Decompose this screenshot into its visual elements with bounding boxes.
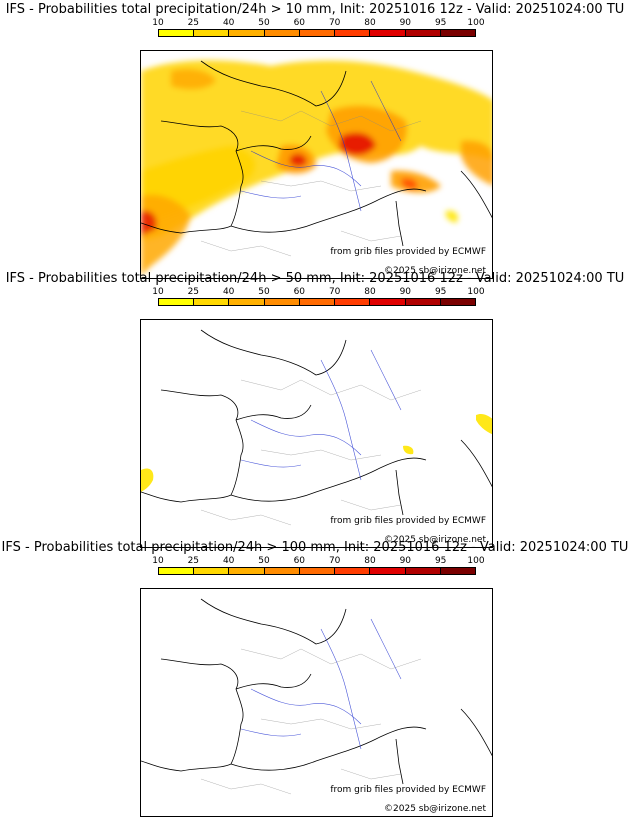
colorbar-segment <box>229 568 265 574</box>
map-100mm: from grib files provided by ECMWF ©2025 … <box>140 588 493 817</box>
colorbar-strip <box>158 29 476 37</box>
panel-title: IFS - Probabilities total precipitation/… <box>5 271 625 286</box>
colorbar-tick: 25 <box>187 18 200 28</box>
copyright-notice: ©2025 sb@irizone.net <box>384 804 486 815</box>
rivers <box>240 349 402 481</box>
colorbar-segment <box>299 568 336 574</box>
colorbar-segment <box>405 30 441 36</box>
colorbar-segment <box>264 30 300 36</box>
panel-title: IFS - Probabilities total precipitation/… <box>5 2 625 17</box>
colorbar: 10 25 40 50 60 70 80 90 95 100 <box>152 18 485 48</box>
colorbar-segment <box>299 299 336 305</box>
probability-shading <box>141 413 492 492</box>
colorbar-segment <box>440 299 475 305</box>
colorbar-tick: 10 <box>152 556 164 566</box>
source-credit: from grib files provided by ECMWF <box>330 516 486 527</box>
colorbar-tick: 70 <box>328 287 341 297</box>
colorbar-tick: 50 <box>258 287 270 297</box>
colorbar-tick: 95 <box>434 287 447 297</box>
colorbar-tick: 90 <box>399 18 412 28</box>
colorbar-tick: 100 <box>467 556 485 566</box>
coastlines <box>141 598 492 785</box>
admin-borders <box>200 379 422 526</box>
colorbar-strip <box>158 298 476 306</box>
colorbar-segment <box>440 30 475 36</box>
colorbar-strip <box>158 567 476 575</box>
colorbar-tick: 60 <box>293 556 306 566</box>
colorbar-segment <box>440 568 475 574</box>
colorbar-tick: 90 <box>399 556 412 566</box>
colorbar-tick: 25 <box>187 287 200 297</box>
colorbar-tick: 100 <box>467 18 485 28</box>
colorbar-tick: 40 <box>222 556 235 566</box>
colorbar-tick: 70 <box>328 18 341 28</box>
colorbar-tick: 10 <box>152 18 164 28</box>
colorbar-tick: 95 <box>434 556 447 566</box>
colorbar-segment <box>264 299 300 305</box>
copyright-notice: ©2025 sb@irizone.net <box>384 535 486 546</box>
map-svg <box>141 598 492 795</box>
colorbar-segment <box>405 299 441 305</box>
colorbar: 10 25 40 50 60 70 80 90 95 100 <box>152 287 485 317</box>
admin-borders <box>200 648 422 795</box>
colorbar-ticks: 10 25 40 50 60 70 80 90 95 100 <box>152 287 484 298</box>
colorbar-segment <box>194 568 230 574</box>
source-credit: from grib files provided by ECMWF <box>330 247 486 258</box>
colorbar-tick: 80 <box>364 18 376 28</box>
panel-10mm: IFS - Probabilities total precipitation/… <box>0 2 630 279</box>
panel-50mm: IFS - Probabilities total precipitation/… <box>0 271 630 548</box>
colorbar-segment <box>335 30 371 36</box>
colorbar-segment <box>264 568 300 574</box>
panel-title: IFS - Probabilities total precipitation/… <box>1 540 629 555</box>
colorbar-tick: 80 <box>364 556 376 566</box>
panel-100mm: IFS - Probabilities total precipitation/… <box>0 540 630 817</box>
colorbar-tick: 50 <box>258 556 270 566</box>
colorbar-segment <box>405 568 441 574</box>
colorbar-ticks: 10 25 40 50 60 70 80 90 95 100 <box>152 18 484 29</box>
source-credit: from grib files provided by ECMWF <box>330 785 486 796</box>
colorbar-tick: 100 <box>467 287 485 297</box>
colorbar-tick: 10 <box>152 287 164 297</box>
colorbar-ticks: 10 25 40 50 60 70 80 90 95 100 <box>152 556 484 567</box>
colorbar-segment <box>229 30 265 36</box>
colorbar-tick: 80 <box>364 287 376 297</box>
map-svg <box>141 60 492 276</box>
map-svg <box>141 329 492 526</box>
probability-shading <box>141 60 492 276</box>
colorbar-segment <box>159 568 195 574</box>
colorbar-segment <box>370 568 406 574</box>
colorbar-segment <box>159 299 195 305</box>
colorbar: 10 25 40 50 60 70 80 90 95 100 <box>152 556 485 586</box>
colorbar-segment <box>194 30 230 36</box>
colorbar-tick: 60 <box>293 18 306 28</box>
colorbar-tick: 40 <box>222 18 235 28</box>
colorbar-tick: 60 <box>293 287 306 297</box>
colorbar-segment <box>229 299 265 305</box>
coastlines <box>141 60 492 247</box>
colorbar-segment <box>299 30 336 36</box>
coastlines <box>141 329 492 516</box>
admin-borders <box>200 110 422 257</box>
colorbar-tick: 70 <box>328 556 341 566</box>
rivers <box>240 80 402 212</box>
colorbar-segment <box>370 30 406 36</box>
colorbar-tick: 90 <box>399 287 412 297</box>
colorbar-segment <box>335 568 371 574</box>
map-50mm: from grib files provided by ECMWF ©2025 … <box>140 319 493 548</box>
colorbar-tick: 25 <box>187 556 200 566</box>
colorbar-segment <box>159 30 195 36</box>
colorbar-tick: 40 <box>222 287 235 297</box>
copyright-notice: ©2025 sb@irizone.net <box>384 266 486 277</box>
colorbar-tick: 95 <box>434 18 447 28</box>
colorbar-tick: 50 <box>258 18 270 28</box>
colorbar-segment <box>194 299 230 305</box>
rivers <box>240 618 402 750</box>
colorbar-segment <box>335 299 371 305</box>
map-10mm: from grib files provided by ECMWF ©2025 … <box>140 50 493 279</box>
colorbar-segment <box>370 299 406 305</box>
